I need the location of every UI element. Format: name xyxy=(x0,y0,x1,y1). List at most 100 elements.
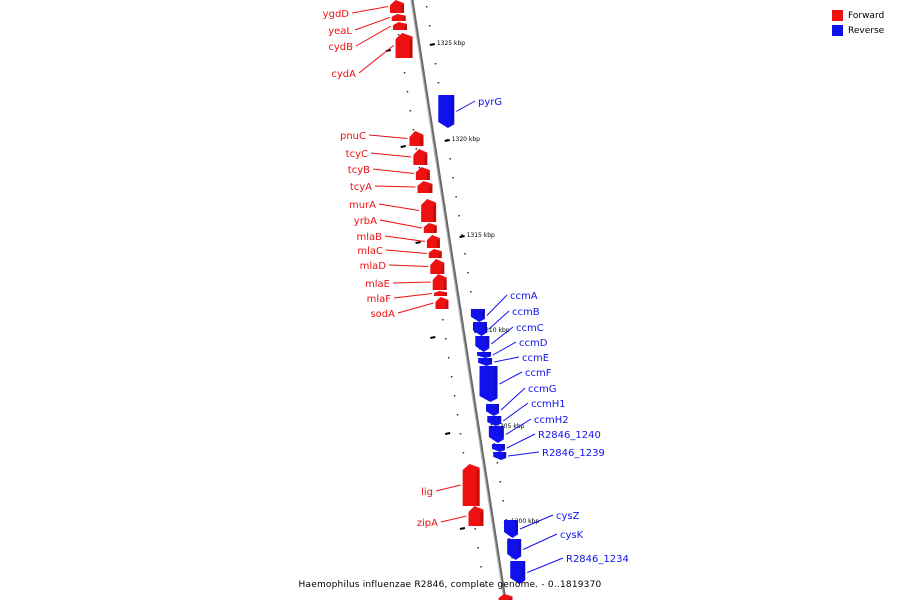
gene-cysK-leader xyxy=(522,533,558,550)
minor-tick xyxy=(511,557,513,559)
minor-tick xyxy=(452,177,454,179)
gene-zipA-shade xyxy=(480,512,484,526)
minor-tick xyxy=(470,291,472,293)
gene-R2846_1240-shade xyxy=(501,444,505,449)
minor-tick xyxy=(459,433,462,435)
minor-tick xyxy=(502,500,504,502)
gene-cydA-leader xyxy=(358,45,394,74)
gene-mlaF-label: mlaF xyxy=(367,294,392,305)
scale-tick xyxy=(459,235,465,238)
gene-R2846_1239-label: R2846_1239 xyxy=(542,448,605,459)
gene-ccmG-label: ccmG xyxy=(528,384,557,395)
gene-murA xyxy=(421,199,437,222)
gene-ccmE-label: ccmE xyxy=(522,353,549,364)
gene-tcyB xyxy=(415,167,430,180)
gene-ccmB xyxy=(472,322,487,336)
gene-ccmD-shade xyxy=(488,352,492,356)
gene-R2846_1234-shade xyxy=(522,561,526,578)
gene-ccmD xyxy=(477,352,492,358)
gene-ccmG xyxy=(486,404,500,416)
minor-tick xyxy=(456,414,459,416)
legend-reverse: Reverse xyxy=(832,23,892,38)
gene-zipA xyxy=(468,506,484,526)
minor-tick xyxy=(477,547,479,549)
gene-zipA-leader xyxy=(440,515,467,523)
backbone-highlight xyxy=(410,0,505,600)
gene-ccmH1 xyxy=(487,416,502,426)
minor-tick xyxy=(496,462,499,464)
scale-tick-label: 1320 kbp xyxy=(452,136,480,143)
minor-tick xyxy=(415,148,418,150)
gene-cydB-label: cydB xyxy=(328,42,353,53)
gene-ccmH2-shade xyxy=(500,426,504,437)
scale-tick-left xyxy=(430,336,436,339)
minor-tick xyxy=(464,253,466,255)
gene-ccmC xyxy=(475,336,490,352)
gene-mlaF-shade xyxy=(443,293,447,296)
gene-lig-label: lig xyxy=(421,487,433,498)
gene-R2846_1239-leader xyxy=(508,451,540,457)
gene-cydA-label: cydA xyxy=(331,69,356,80)
gene-mlaE-shade xyxy=(443,280,447,290)
gene-mlaC xyxy=(428,249,442,258)
gene-lig-leader xyxy=(435,484,461,492)
gene-ccmF-label: ccmF xyxy=(525,368,552,379)
minor-tick xyxy=(409,110,412,112)
gene-mlaD-leader xyxy=(388,264,429,267)
gene-yeaL xyxy=(391,14,406,21)
gene-tcyB-shade xyxy=(426,172,430,180)
gene-zipA-label: zipA xyxy=(417,518,438,529)
minor-tick xyxy=(453,395,456,397)
gene-yeaL-shade xyxy=(402,16,406,21)
legend: Forward Reverse xyxy=(832,8,892,38)
minor-tick xyxy=(406,91,409,93)
gene-ccmH2-leader xyxy=(505,418,532,435)
gene-ccmF xyxy=(479,366,498,402)
gene-pyrG-leader xyxy=(456,100,476,112)
genome-caption: Haemophilus influenzae R2846, complete g… xyxy=(298,580,602,590)
scale-tick xyxy=(429,43,436,46)
gene-R2846_1239-shade xyxy=(503,452,507,457)
gene-ccmG-shade xyxy=(496,404,500,412)
gene-ccmC-label: ccmC xyxy=(516,323,544,334)
gene-tcyC-label: tcyC xyxy=(346,149,368,160)
minor-tick xyxy=(458,215,460,217)
gene-murA-leader xyxy=(378,203,420,211)
gene-pnuC-shade xyxy=(420,137,424,146)
gene-ygdD-label: ygdD xyxy=(323,9,350,20)
gene-yrbA-shade xyxy=(433,227,437,233)
gene-cysK xyxy=(507,539,522,560)
gene-ccmC-leader xyxy=(491,326,514,345)
gene-ccmA xyxy=(470,309,485,322)
gene-sodA-label: sodA xyxy=(370,309,395,320)
minor-tick xyxy=(462,452,465,454)
minor-tick xyxy=(499,481,502,483)
gene-lig-shade xyxy=(476,470,480,506)
backbone-line xyxy=(410,0,507,600)
gene-ccmD-leader xyxy=(492,341,517,356)
gene-tcyA-shade xyxy=(429,185,433,193)
minor-tick xyxy=(455,196,457,198)
scale-tick-label: 1310 kbp xyxy=(481,327,509,334)
minor-tick xyxy=(428,25,431,27)
scale-tick-label: 1325 kbp xyxy=(437,40,465,47)
gene-tcyC-leader xyxy=(370,152,412,158)
scale-tick-left xyxy=(400,145,406,148)
scale-tick-label: 1315 kbp xyxy=(467,232,495,239)
gene-pyrG xyxy=(438,95,455,128)
gene-cydB xyxy=(393,22,408,30)
gene-mlaF xyxy=(433,291,447,296)
gene-mlaC-leader xyxy=(385,249,427,254)
gene-mlaF-leader xyxy=(393,293,433,299)
minor-tick xyxy=(474,528,476,530)
gene-pyrG-shade xyxy=(451,95,455,122)
minor-tick xyxy=(444,338,447,340)
minor-tick xyxy=(442,319,444,321)
scale-tick xyxy=(444,139,450,142)
gene-mlaD-label: mlaD xyxy=(360,261,387,272)
gene-yrbA-leader xyxy=(379,219,422,229)
minor-tick xyxy=(493,443,496,445)
gene-pyrG-label: pyrG xyxy=(478,97,502,108)
gene-pnuC-label: pnuC xyxy=(340,131,366,142)
